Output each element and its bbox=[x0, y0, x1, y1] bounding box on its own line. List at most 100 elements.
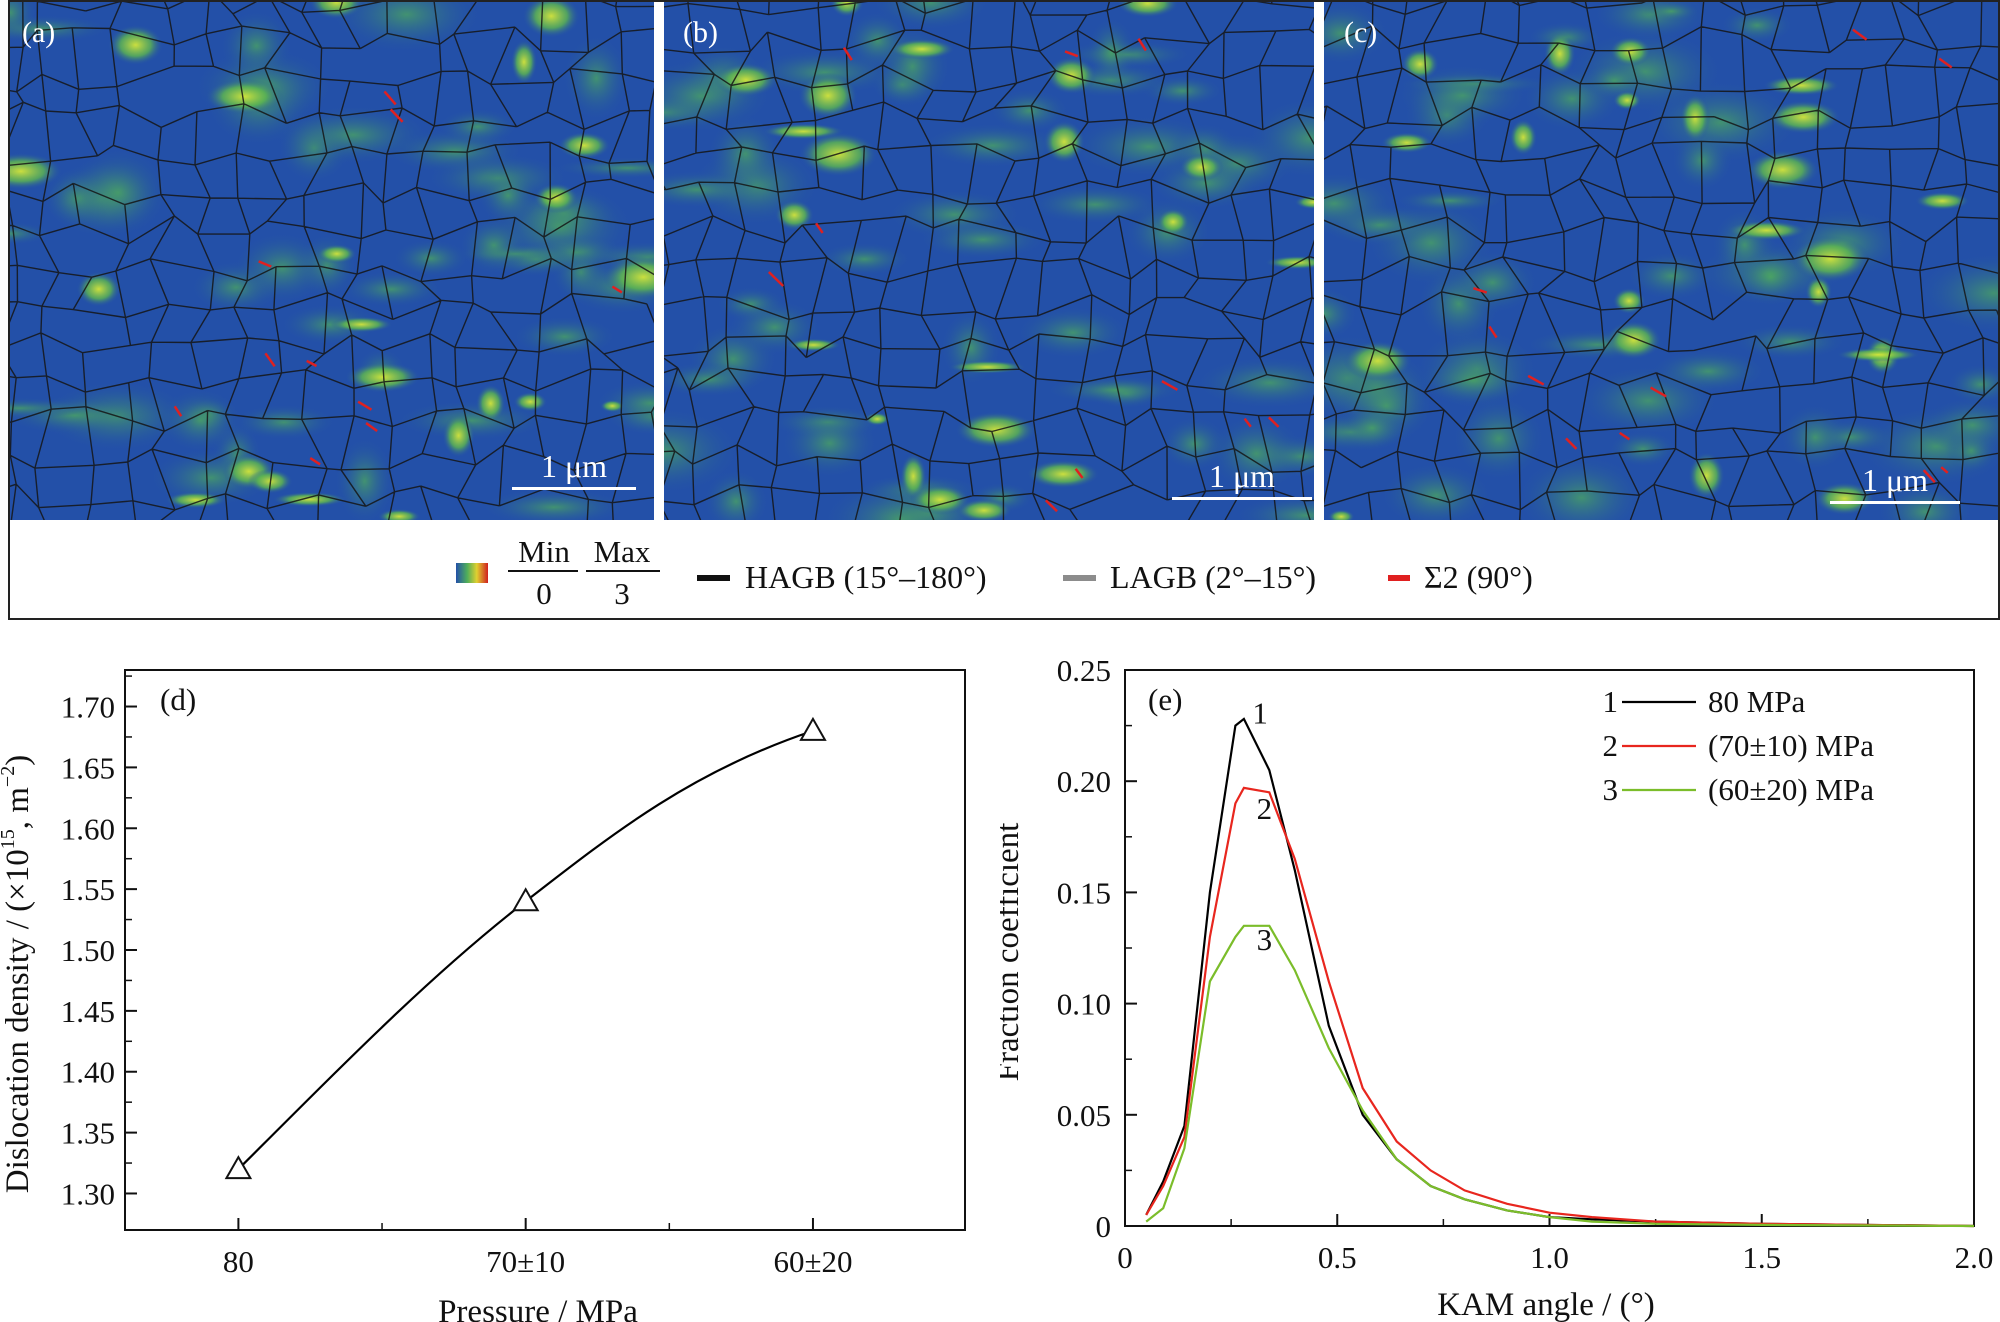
kam-hotspot bbox=[1605, 320, 1662, 360]
sigma2-boundary bbox=[1488, 325, 1498, 339]
legend-min-label: Min bbox=[518, 534, 570, 569]
kam-patch bbox=[562, 34, 631, 122]
kam-patch bbox=[921, 123, 1065, 169]
chart-e-xtick-label: 0.5 bbox=[1318, 1240, 1357, 1275]
kam-patch bbox=[1025, 184, 1165, 225]
kam-hotspot bbox=[1509, 119, 1538, 156]
kam-hotspot bbox=[165, 491, 227, 509]
kam-hotspot bbox=[1179, 153, 1224, 182]
kam-hotspot bbox=[1401, 48, 1440, 81]
chart-d-ytick-label: 1.35 bbox=[61, 1116, 115, 1151]
sigma2-boundary bbox=[173, 405, 183, 417]
scale-bar-a-label: 1 μm bbox=[540, 448, 608, 484]
chart-e-xtick-label: 1.5 bbox=[1742, 1240, 1781, 1275]
kam-patch bbox=[231, 404, 337, 441]
scale-bar-b-line bbox=[1172, 497, 1312, 500]
kam-hotspot bbox=[344, 362, 421, 393]
scale-bar-b-label: 1 μm bbox=[1208, 458, 1276, 494]
kam-hotspot bbox=[1726, 220, 1807, 241]
chart-e-curve-label-3: 3 bbox=[1257, 922, 1273, 957]
kam-patch bbox=[437, 108, 519, 145]
kam-patch bbox=[511, 315, 618, 358]
chart-e-curve-label-2: 2 bbox=[1257, 791, 1273, 826]
sigma2-boundary bbox=[1922, 469, 1936, 484]
sigma2-boundary bbox=[1852, 28, 1868, 41]
sigma2-boundary bbox=[309, 457, 321, 466]
kam-patch bbox=[1015, 306, 1131, 360]
scale-bar-c: 1 μm bbox=[1830, 462, 1960, 504]
kam-hotspot bbox=[1766, 100, 1841, 134]
kam-maps-frame bbox=[8, 0, 2000, 620]
kam-patch bbox=[1339, 405, 1405, 451]
chart-d-ytick-label: 1.45 bbox=[61, 994, 115, 1029]
kam-patch bbox=[1643, 2, 1700, 22]
chart-e-xtick-label: 0 bbox=[1117, 1240, 1133, 1275]
scale-bar-c-line bbox=[1830, 501, 1960, 504]
kam-map-a bbox=[10, 2, 654, 520]
sigma2-boundary bbox=[767, 271, 785, 287]
sigma2-boundary bbox=[258, 260, 272, 268]
chart-d-series-line bbox=[237, 729, 814, 1170]
kam-hotspot bbox=[329, 316, 393, 333]
kam-hotspot bbox=[600, 399, 625, 413]
kam-patch bbox=[917, 219, 1048, 260]
chart-e-series-3 bbox=[1145, 924, 1975, 1228]
kam-patch bbox=[157, 388, 243, 453]
chart-e-ytick-label: 0 bbox=[1096, 1209, 1112, 1244]
kam-patch bbox=[1394, 189, 1506, 213]
kam-hotspot bbox=[107, 24, 164, 66]
map-legend: Min 0 Max 3 HAGB (15°–180°) LAGB (2°–15°… bbox=[456, 534, 1533, 611]
sigma2-boundary bbox=[1161, 380, 1178, 391]
color-scale-swatch bbox=[456, 563, 488, 583]
kam-hotspot bbox=[1613, 90, 1642, 111]
kam-hotspot bbox=[714, 62, 778, 97]
kam-patch bbox=[477, 165, 539, 226]
chart-e-series-1 bbox=[1145, 717, 1975, 1228]
kam-hotspot bbox=[205, 78, 284, 115]
chart-e-series-2 bbox=[1145, 786, 1975, 1228]
hagb-boundaries bbox=[10, 2, 654, 520]
kam-hotspot bbox=[774, 199, 815, 231]
chart-e-ytick-label: 0.05 bbox=[1057, 1098, 1111, 1133]
kam-patch bbox=[10, 397, 87, 419]
kam-hotspot bbox=[1156, 208, 1190, 236]
kam-hotspot bbox=[1814, 482, 1875, 516]
chart-d-frame bbox=[124, 669, 966, 1231]
chart-e-curve-label-1: 1 bbox=[1252, 695, 1268, 730]
chart-d-xtick-label: 60±20 bbox=[773, 1244, 852, 1279]
kam-patch bbox=[1233, 494, 1314, 520]
sigma2-boundary bbox=[365, 422, 378, 432]
kam-patch bbox=[940, 309, 1002, 386]
panel-label-b: (b) bbox=[683, 16, 718, 49]
kam-maps: Min 0 Max 3 HAGB (15°–180°) LAGB (2°–15°… bbox=[10, 2, 1998, 611]
sigma2-boundary bbox=[1473, 286, 1488, 294]
kam-patch bbox=[1379, 462, 1493, 520]
kam-hotspot bbox=[1915, 191, 1970, 211]
sigma2-boundary bbox=[357, 400, 373, 411]
chart-d-point bbox=[799, 716, 827, 741]
kam-hotspot bbox=[956, 498, 1012, 520]
kam-hotspot bbox=[10, 152, 63, 190]
kam-hotspot bbox=[1688, 452, 1725, 500]
sigma2-boundary bbox=[383, 90, 397, 106]
kam-patch bbox=[871, 2, 991, 31]
kam-patch bbox=[392, 239, 470, 278]
sigma2-boundary bbox=[1618, 431, 1631, 441]
chart-e-legend-label-2: (70±10) MPa bbox=[1708, 728, 1874, 763]
chart-e-legend-label-3: (60±20) MPa bbox=[1708, 772, 1874, 807]
kam-hotspot bbox=[522, 2, 581, 38]
sigma2-boundary bbox=[1940, 466, 1949, 474]
panel-label-a: (a) bbox=[22, 16, 56, 49]
legend-min-value: 0 bbox=[536, 576, 552, 611]
kam-patch bbox=[1451, 395, 1546, 482]
chart-d-panel-label: (d) bbox=[160, 682, 196, 717]
chart-d-ylabel: Dislocation density / (×1015, m−2) bbox=[0, 755, 36, 1193]
sigma2-boundary bbox=[1650, 386, 1667, 398]
kam-patch bbox=[989, 88, 1070, 133]
kam-map-c bbox=[1324, 2, 1998, 520]
legend-sigma2-label: Σ2 (90°) bbox=[1424, 559, 1533, 595]
scale-bar-b: 1 μm bbox=[1172, 458, 1312, 500]
chart-d-ytick-label: 1.60 bbox=[61, 811, 115, 846]
sigma2-boundary bbox=[611, 285, 623, 294]
kam-hotspot bbox=[272, 492, 347, 507]
